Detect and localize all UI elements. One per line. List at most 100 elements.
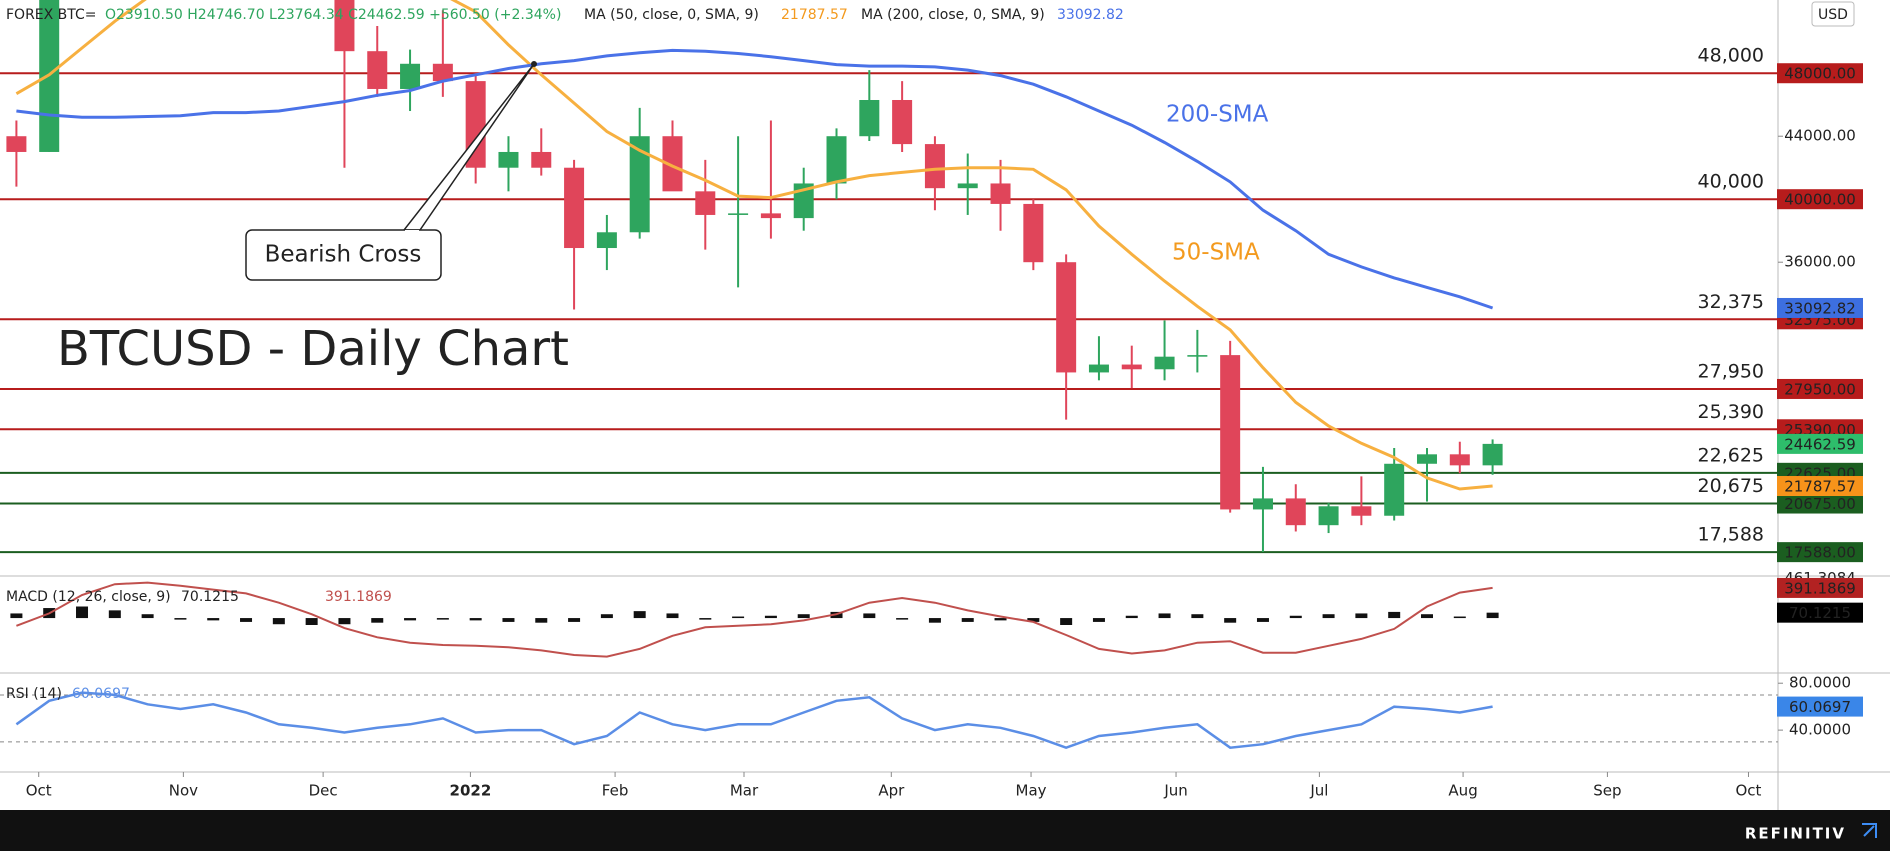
- callout-text: Bearish Cross: [265, 242, 422, 268]
- macd-histogram-bar: [404, 618, 417, 621]
- y-tick-label: 40.0000: [1789, 721, 1851, 739]
- x-tick-label: Sep: [1593, 782, 1621, 800]
- level-label: 25,390: [1698, 401, 1764, 423]
- candle-body: [1351, 506, 1372, 516]
- candle-body: [1023, 203, 1044, 263]
- rsi-pane: [0, 691, 1778, 750]
- rsi-axis-value: 60.0697: [1789, 698, 1851, 716]
- x-tick-label: Dec: [309, 782, 338, 800]
- macd-histogram-bar: [1224, 618, 1237, 623]
- macd-histogram-bar: [207, 618, 220, 621]
- candle-body: [826, 136, 847, 184]
- candle-body: [334, 0, 355, 52]
- level-axis-label-box: [1777, 189, 1863, 210]
- candle-body: [531, 151, 552, 168]
- candle-body: [1318, 506, 1339, 526]
- macd-histogram-bar: [141, 614, 154, 619]
- x-tick-label: Mar: [730, 782, 759, 800]
- level-axis-label: 40000.00: [1784, 191, 1856, 209]
- level-axis-label: 20675.00: [1784, 495, 1856, 513]
- candle-body: [1416, 454, 1437, 464]
- candle-body: [1384, 463, 1405, 516]
- macd-histogram-bar: [928, 618, 941, 623]
- macd-histogram-bar: [272, 618, 285, 625]
- macd-label: MACD (12, 26, close, 9): [6, 589, 171, 605]
- price-pane: [0, 0, 1778, 554]
- macd-histogram-bar: [994, 618, 1007, 621]
- sma-axis-value-box: [1777, 297, 1863, 318]
- candle-body: [1220, 355, 1241, 510]
- x-tick-label: Oct: [26, 782, 52, 800]
- candle-body: [990, 183, 1011, 204]
- candle-body: [728, 213, 749, 215]
- macd-histogram-bar: [568, 618, 581, 622]
- macd-histogram-bar: [797, 614, 810, 619]
- x-tick-label: May: [1016, 782, 1047, 800]
- macd-histogram-bar: [371, 618, 384, 623]
- macd-hist-axis-box: [1777, 602, 1863, 623]
- candle-body: [859, 99, 880, 137]
- sma-axis-value: 33092.82: [1784, 299, 1856, 317]
- sma-label: 200-SMA: [1166, 102, 1269, 128]
- level-axis-label: 48000.00: [1784, 65, 1856, 83]
- macd-histogram-bar: [1289, 615, 1302, 619]
- candle-body: [432, 63, 453, 82]
- rsi-axis-value-box: [1777, 696, 1863, 717]
- macd-histogram-bar: [1486, 612, 1499, 619]
- last-price-box: [1777, 433, 1863, 454]
- rsi-label: RSI (14): [6, 686, 62, 702]
- brand: REFINITIV: [1745, 825, 1846, 843]
- rsi-line: [15, 691, 1493, 750]
- level-label: 40,000: [1698, 171, 1764, 193]
- x-tick-label: Oct: [1736, 782, 1762, 800]
- macd-histogram-bar: [76, 606, 89, 619]
- level-axis-label-box: [1777, 493, 1863, 514]
- macd-histogram-bar: [436, 618, 449, 620]
- macd-histogram-bar: [764, 615, 777, 619]
- macd-pane: [10, 581, 1499, 658]
- level-label: 48,000: [1698, 45, 1764, 67]
- overlay: 44000.00 36000.00 48,000 48000.00 40,000 4000…: [26, 45, 1863, 800]
- candle-body: [1285, 498, 1306, 526]
- level-axis-label-box: [1777, 63, 1863, 84]
- macd-hist-axis: 70.1215: [1789, 604, 1851, 622]
- ohlc: O23910.50 H24746.70 L23764.34 C24462.59 …: [105, 7, 561, 23]
- candle-body: [564, 167, 585, 249]
- x-tick-label: Jul: [1309, 782, 1328, 800]
- macd-histogram-bar: [240, 618, 253, 622]
- level-label: 17,588: [1698, 524, 1764, 546]
- macd-histogram-bar: [896, 618, 909, 620]
- level-label: 27,950: [1698, 360, 1764, 382]
- macd-histogram-bar: [1191, 614, 1204, 619]
- level-axis-label: 27950.00: [1784, 380, 1856, 398]
- sma-axis-value: 21787.57: [1784, 478, 1856, 496]
- x-tick-label: Jun: [1163, 782, 1187, 800]
- candle-body: [1449, 454, 1470, 466]
- sma-label: 50-SMA: [1172, 240, 1260, 266]
- level-axis-label: 17588.00: [1784, 544, 1856, 562]
- candle-body: [629, 136, 650, 233]
- candle-body: [1121, 364, 1142, 370]
- ma-legend: MA (200, close, 0, SMA, 9): [861, 7, 1045, 23]
- macd-histogram-bar: [633, 611, 646, 619]
- cross-point: [531, 61, 537, 67]
- macd-signal-axis: 391.1869: [1784, 579, 1856, 597]
- macd-histogram-bar: [1453, 616, 1466, 619]
- macd-histogram-bar: [1027, 618, 1040, 622]
- candle-body: [367, 51, 388, 89]
- sma-axis-value-box: [1777, 476, 1863, 497]
- macd-histogram-bar: [108, 610, 121, 619]
- x-tick-label: Apr: [878, 782, 905, 800]
- x-tick-label: Aug: [1448, 782, 1477, 800]
- macd-histogram-bar: [1125, 615, 1138, 619]
- candle-body: [1187, 355, 1208, 357]
- macd-histogram-bar: [338, 618, 351, 625]
- candle-body: [695, 191, 716, 215]
- candle-body: [400, 63, 421, 89]
- currency[interactable]: USD: [1818, 7, 1848, 23]
- macd-histogram-bar: [10, 613, 23, 619]
- symbol: FOREX BTC=: [6, 7, 97, 23]
- macd-hist-value: 70.1215: [181, 589, 239, 605]
- currency-box[interactable]: [1811, 1, 1855, 27]
